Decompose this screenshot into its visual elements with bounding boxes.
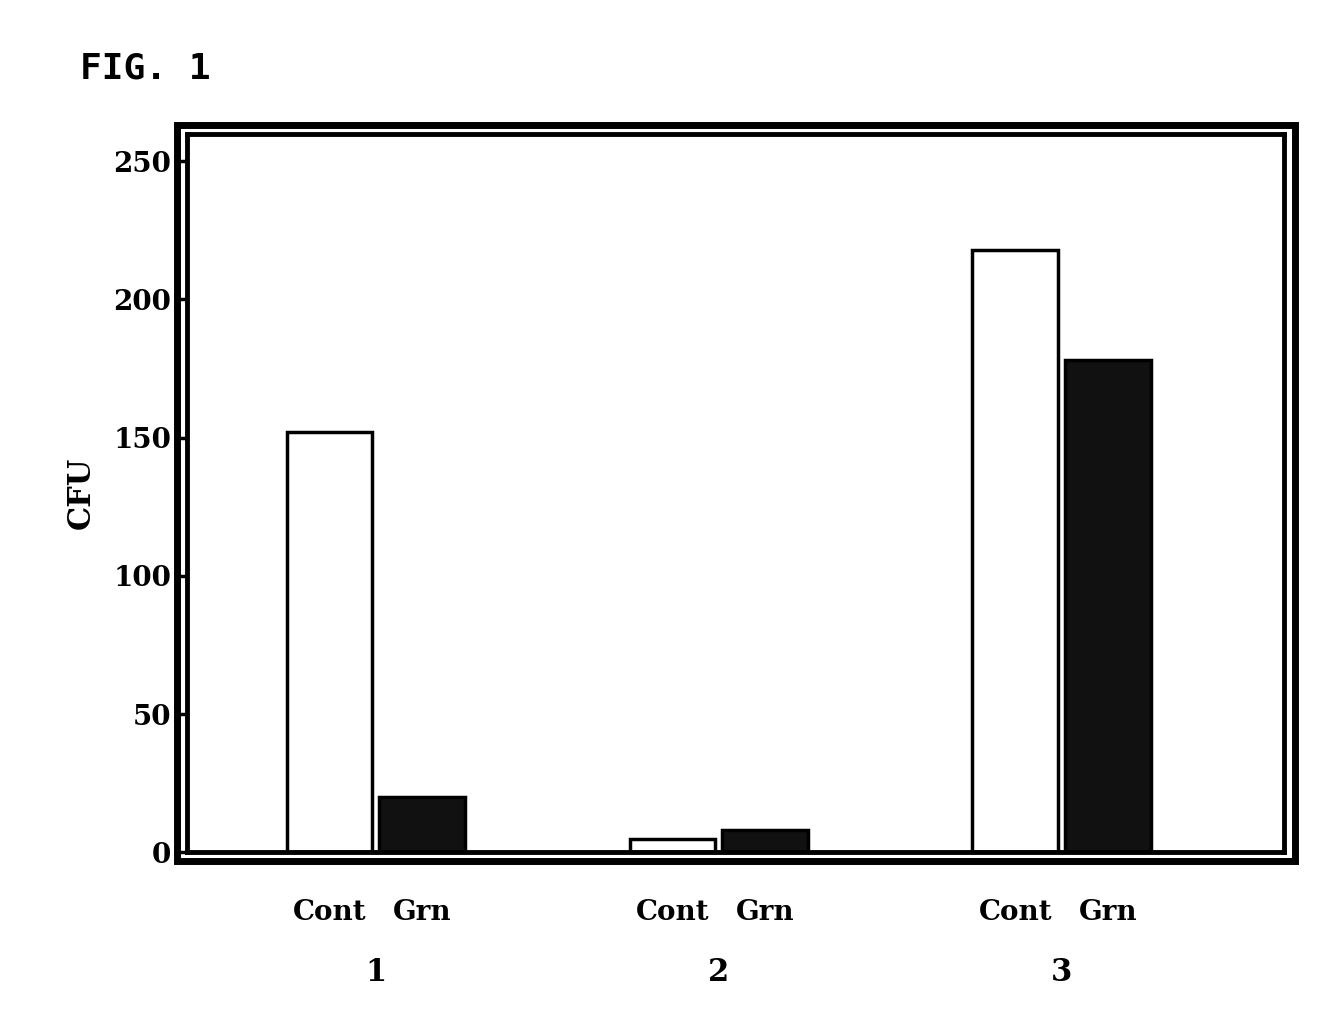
Text: Grn: Grn bbox=[1078, 900, 1137, 926]
Bar bbox=[286, 432, 372, 852]
Text: Cont: Cont bbox=[636, 900, 709, 926]
Text: Cont: Cont bbox=[978, 900, 1052, 926]
Bar bbox=[630, 839, 716, 852]
Text: 3: 3 bbox=[1050, 957, 1072, 988]
Bar bbox=[973, 250, 1058, 852]
Text: Cont: Cont bbox=[293, 900, 367, 926]
Bar bbox=[380, 797, 466, 852]
Text: FIG. 1: FIG. 1 bbox=[80, 51, 211, 85]
Bar bbox=[723, 830, 808, 852]
Text: 2: 2 bbox=[708, 957, 729, 988]
Bar bbox=[1065, 360, 1151, 852]
Y-axis label: CFU: CFU bbox=[66, 457, 96, 529]
Text: Grn: Grn bbox=[393, 900, 451, 926]
Text: Grn: Grn bbox=[736, 900, 795, 926]
Text: 1: 1 bbox=[365, 957, 387, 988]
